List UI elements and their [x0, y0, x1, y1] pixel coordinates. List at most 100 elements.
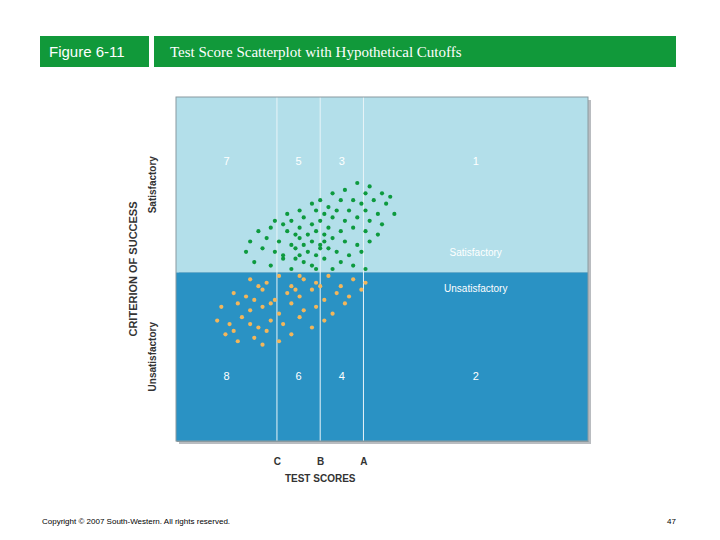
circle-point	[310, 263, 314, 267]
circle-point	[273, 219, 277, 223]
circle-point	[285, 212, 289, 216]
series-points	[244, 181, 397, 271]
circle-point	[326, 274, 330, 278]
region-number: 6	[296, 370, 302, 382]
circle-point	[368, 184, 372, 188]
copyright: Copyright © 2007 South-Western. All righ…	[42, 517, 230, 526]
circle-point	[236, 301, 240, 305]
circle-point	[289, 284, 293, 288]
circle-point	[223, 332, 227, 336]
circle-point	[298, 274, 302, 278]
circle-point	[347, 253, 351, 257]
circle-point	[256, 284, 260, 288]
circle-point	[248, 277, 252, 281]
circle-point	[314, 253, 318, 257]
circle-point	[293, 246, 297, 250]
circle-point	[335, 250, 339, 254]
circle-point	[277, 274, 281, 278]
circle-point	[302, 215, 306, 219]
circle-point	[310, 325, 314, 329]
circle-point	[326, 246, 330, 250]
circle-point	[277, 312, 281, 316]
circle-point	[269, 319, 273, 323]
circle-point	[363, 208, 367, 212]
x-tick-label: C	[274, 456, 281, 467]
circle-point	[273, 250, 277, 254]
circle-point	[306, 233, 310, 237]
circle-point	[322, 233, 326, 237]
header-bar-left	[40, 36, 149, 67]
header-bar-right	[154, 36, 676, 67]
circle-point	[269, 263, 273, 267]
circle-point	[281, 222, 285, 226]
circle-point	[363, 191, 367, 195]
circle-point	[322, 257, 326, 261]
circle-point	[392, 212, 396, 216]
plot-frame	[176, 97, 588, 441]
circle-point	[252, 336, 256, 340]
region-number: 4	[339, 370, 345, 382]
points	[215, 181, 396, 347]
circle-point	[273, 298, 277, 302]
circle-point	[248, 322, 252, 326]
circle-point	[326, 205, 330, 209]
circle-point	[256, 325, 260, 329]
lower-band	[176, 272, 588, 441]
circle-point	[330, 191, 334, 195]
circle-point	[252, 298, 256, 302]
circle-point	[359, 288, 363, 292]
circle-point	[318, 246, 322, 250]
circle-point	[376, 212, 380, 216]
series-label: Satisfactory	[450, 247, 502, 258]
circle-point	[269, 301, 273, 305]
circle-point	[289, 219, 293, 223]
circle-point	[252, 260, 256, 264]
circle-point	[298, 315, 302, 319]
circle-point	[289, 332, 293, 336]
circle-point	[277, 339, 281, 343]
circle-point	[368, 219, 372, 223]
circle-point	[351, 198, 355, 202]
page-number: 47	[667, 517, 676, 526]
circle-point	[363, 267, 367, 271]
region-number: 8	[223, 370, 229, 382]
circle-point	[318, 198, 322, 202]
circle-point	[330, 236, 334, 240]
x-tick: B	[317, 441, 324, 467]
circle-point	[343, 239, 347, 243]
cutoff-line	[320, 97, 321, 441]
circle-point	[285, 291, 289, 295]
circle-point	[355, 243, 359, 247]
x-axis: CBA	[177, 441, 589, 467]
circle-point	[265, 281, 269, 285]
circle-point	[355, 181, 359, 185]
circle-point	[384, 202, 388, 206]
circle-point	[240, 315, 244, 319]
slide: Figure 6-11Test Score Scatterplot with H…	[0, 0, 720, 540]
circle-point	[322, 212, 326, 216]
circle-point	[314, 267, 318, 271]
circle-point	[380, 191, 384, 195]
circle-point	[318, 219, 322, 223]
cutoff-lines	[277, 97, 364, 441]
circle-point	[343, 219, 347, 223]
circle-point	[302, 243, 306, 247]
region-number: 1	[473, 155, 479, 167]
circle-point	[293, 233, 297, 237]
circle-point	[363, 281, 367, 285]
circle-point	[335, 291, 339, 295]
circle-point	[248, 239, 252, 243]
circle-point	[293, 257, 297, 261]
circle-point	[339, 229, 343, 233]
circle-point	[310, 222, 314, 226]
y-axis-title: CRITERION OF SUCCESS	[127, 201, 139, 336]
circle-point	[298, 226, 302, 230]
circle-point	[310, 239, 314, 243]
region-labels: 75318642	[223, 155, 478, 382]
circle-point	[351, 277, 355, 281]
circle-point	[302, 277, 306, 281]
circle-point	[351, 263, 355, 267]
circle-point	[314, 305, 318, 309]
circle-point	[260, 343, 264, 347]
circle-point	[318, 284, 322, 288]
